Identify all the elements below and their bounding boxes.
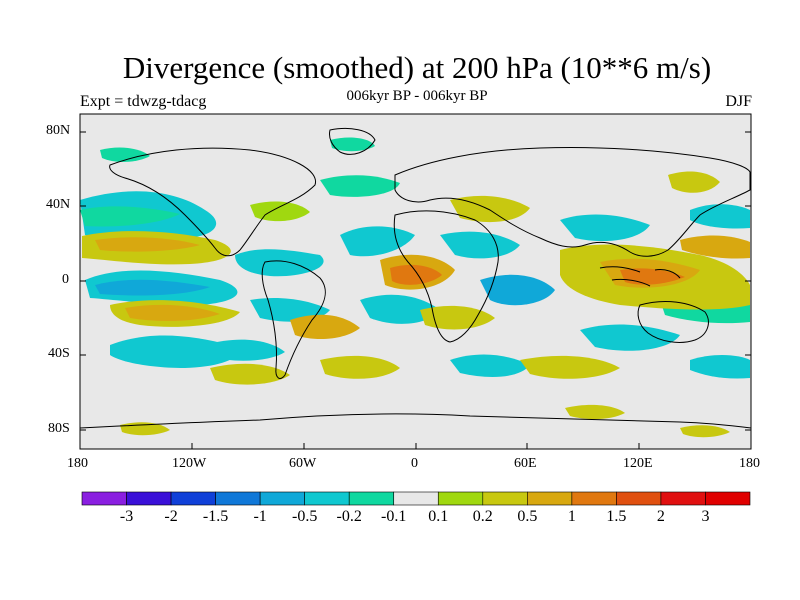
- field-region: [480, 274, 555, 306]
- field-region: [205, 339, 285, 361]
- x-tick-label: 120W: [172, 456, 207, 471]
- field-region: [80, 206, 180, 227]
- field-region: [210, 363, 290, 385]
- field-region: [110, 335, 238, 368]
- x-tick-label: 60W: [289, 456, 317, 471]
- colorbar-swatch: [81, 491, 127, 506]
- field-region: [420, 305, 495, 330]
- colorbar-swatch: [705, 491, 751, 506]
- field-region: [680, 425, 730, 438]
- field-region: [690, 355, 750, 379]
- field-region: [690, 204, 750, 229]
- colorbar-swatch: [527, 491, 573, 506]
- colorbar-label: 1.5: [606, 508, 627, 525]
- field-region: [320, 355, 400, 379]
- colorbar-label: 2: [656, 508, 665, 525]
- coast-maritime: [599, 266, 681, 287]
- x-ticks: [79, 443, 752, 449]
- coast-africa: [393, 210, 499, 343]
- coastlines: [80, 127, 751, 429]
- colorbar-swatch: [571, 491, 617, 506]
- colorbar-swatch: [437, 491, 484, 506]
- colorbar: [81, 491, 751, 506]
- field-region: [330, 137, 375, 152]
- coast-greenland: [329, 127, 376, 155]
- coast-north-america: [109, 147, 316, 257]
- colorbar-label: -1: [253, 508, 267, 525]
- experiment-label: Expt = tdwzg-tdacg: [80, 93, 207, 110]
- field-region: [440, 231, 520, 259]
- field-region: [290, 314, 360, 340]
- colorbar-label: 0.5: [517, 508, 538, 525]
- x-tick-label: 60E: [514, 456, 537, 471]
- colorbar-label: -0.1: [381, 508, 407, 525]
- field-region: [320, 175, 400, 197]
- colorbar-swatch: [482, 491, 528, 506]
- colorbar-swatch: [170, 491, 216, 506]
- field-region: [680, 235, 750, 259]
- colorbar-label: 0.2: [472, 508, 493, 525]
- colorbar-label: 1: [567, 508, 576, 525]
- field-region: [360, 294, 440, 324]
- field-region: [580, 324, 680, 351]
- colorbar-swatch: [393, 491, 439, 506]
- colorbar-label: -1.5: [202, 508, 229, 525]
- y-ticks: [80, 131, 751, 431]
- colorbar-swatch: [259, 491, 305, 506]
- map-subtitle: 006kyr BP - 006kyr BP: [346, 88, 488, 104]
- y-tick-label: 40S: [48, 346, 70, 361]
- colorbar-swatch: [616, 491, 662, 506]
- field-region: [668, 171, 720, 193]
- field-region: [250, 201, 310, 222]
- field-region: [95, 237, 200, 252]
- field-region: [450, 354, 530, 377]
- colorbar-label: -2: [164, 508, 178, 525]
- colorbar-label: -3: [119, 508, 134, 525]
- y-tick-label: 0: [62, 272, 69, 287]
- page-title: Divergence (smoothed) at 200 hPa (10**6 …: [122, 50, 712, 85]
- field-region: [390, 264, 442, 285]
- y-tick-label: 80N: [46, 123, 71, 138]
- divergence-field: [80, 137, 750, 438]
- y-tick-label: 40N: [46, 197, 71, 212]
- field-region: [565, 404, 625, 420]
- field-region: [235, 249, 324, 277]
- field-region: [125, 304, 220, 322]
- coast-eurasia: [394, 147, 751, 257]
- y-tick-label: 80S: [48, 421, 70, 436]
- colorbar-swatch: [660, 491, 706, 506]
- coast-south-america: [261, 260, 326, 379]
- x-tick-label: 120E: [623, 456, 653, 471]
- field-region: [95, 279, 210, 296]
- colorbar-label: -0.2: [336, 508, 362, 525]
- field-region: [340, 226, 415, 257]
- coast-australia: [637, 300, 709, 343]
- colorbar-swatch: [126, 491, 172, 506]
- x-tick-label: 0: [411, 456, 418, 471]
- field-region: [620, 268, 685, 285]
- colorbar-swatch: [215, 491, 261, 506]
- x-tick-label: 180: [739, 456, 760, 471]
- colorbar-label: -0.5: [291, 508, 318, 525]
- season-label: DJF: [725, 93, 752, 110]
- field-region: [560, 214, 650, 242]
- coast-antarctica: [80, 413, 751, 429]
- colorbar-label: 0.1: [428, 508, 449, 525]
- colorbar-swatch: [304, 491, 350, 506]
- colorbar-swatch: [348, 491, 395, 506]
- field-region: [100, 147, 150, 162]
- field-region: [520, 355, 620, 379]
- colorbar-label: 3: [701, 508, 710, 525]
- x-tick-label: 180: [67, 456, 88, 471]
